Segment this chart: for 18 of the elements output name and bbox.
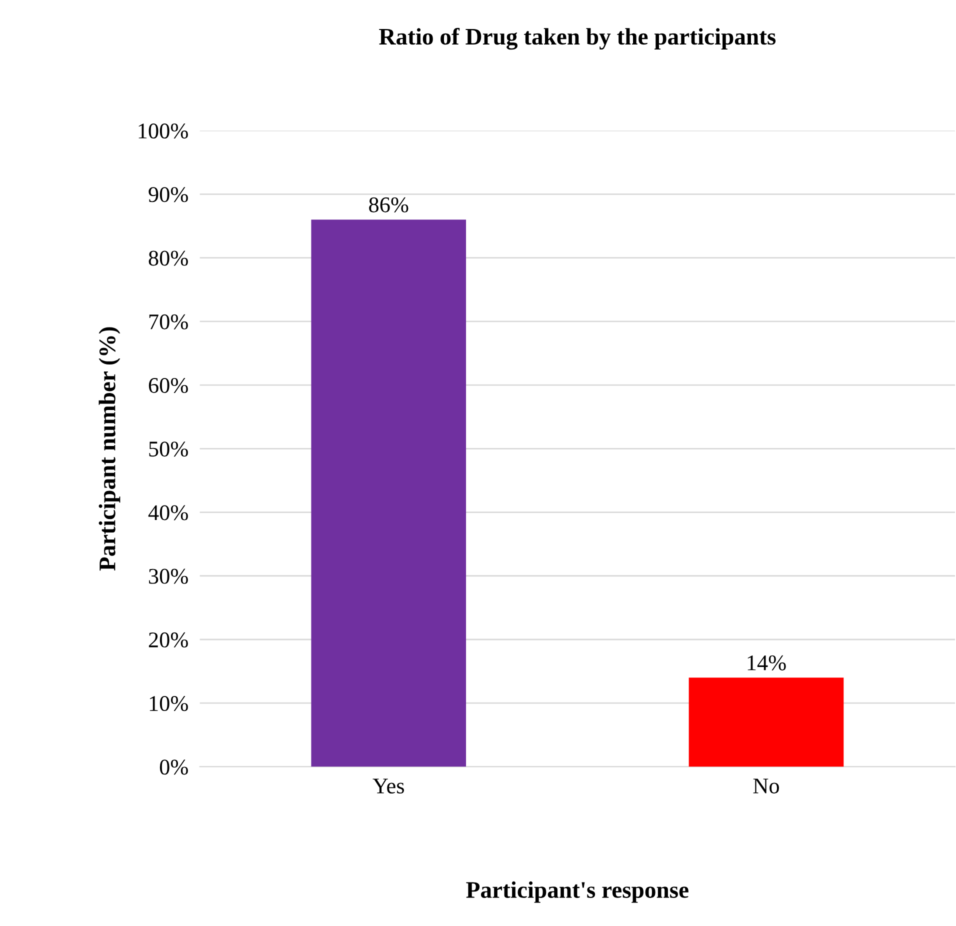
y-tick-label: 40% (148, 505, 188, 520)
y-tick-label: 30% (149, 568, 188, 584)
x-axis-title: Participant's response (466, 881, 688, 903)
y-tick-label: 80% (148, 250, 188, 266)
y-tick-label: 20% (148, 632, 188, 648)
x-tick-label: Yes (372, 778, 404, 794)
y-tick-label: 10% (150, 696, 188, 712)
x-tick-label: No (753, 778, 779, 794)
y-tick-label: 0% (160, 760, 188, 775)
y-tick-label: 100% (138, 124, 188, 139)
y-tick-label: 90% (148, 187, 188, 202)
chart-title: Ratio of Drug taken by the participants (379, 28, 776, 50)
y-axis-title: Participant number (%) (98, 327, 120, 571)
data-label: 14% (748, 655, 786, 670)
y-tick-label: 70% (149, 314, 188, 330)
y-tick-label: 50% (149, 442, 188, 457)
data-label: 86% (369, 197, 408, 212)
y-tick-label: 60% (148, 378, 188, 394)
